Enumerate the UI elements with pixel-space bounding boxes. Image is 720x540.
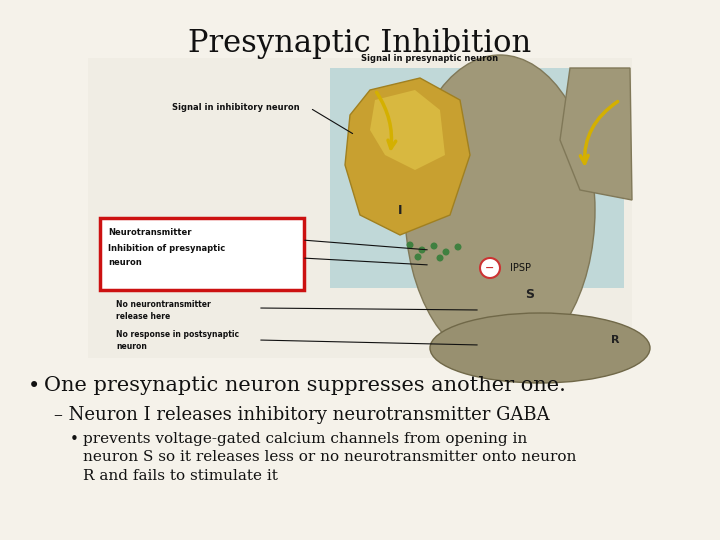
- Circle shape: [407, 241, 413, 248]
- Circle shape: [418, 246, 426, 253]
- Text: •: •: [28, 376, 40, 396]
- Text: One presynaptic neuron suppresses another one.: One presynaptic neuron suppresses anothe…: [44, 376, 566, 395]
- Polygon shape: [560, 68, 632, 200]
- Text: •: •: [70, 432, 79, 447]
- Text: release here: release here: [116, 312, 170, 321]
- Text: – Neuron I releases inhibitory neurotransmitter GABA: – Neuron I releases inhibitory neurotran…: [54, 406, 549, 424]
- Text: Neurotransmitter: Neurotransmitter: [108, 228, 192, 237]
- Text: IPSP: IPSP: [510, 263, 531, 273]
- FancyBboxPatch shape: [88, 58, 632, 358]
- Text: Signal in presynaptic neuron: Signal in presynaptic neuron: [361, 54, 498, 63]
- Circle shape: [480, 258, 500, 278]
- Text: prevents voltage-gated calcium channels from opening in
neuron S so it releases : prevents voltage-gated calcium channels …: [83, 432, 577, 483]
- Circle shape: [431, 242, 438, 249]
- Circle shape: [436, 254, 444, 261]
- Text: neuron: neuron: [116, 342, 147, 351]
- Circle shape: [443, 248, 449, 255]
- Text: I: I: [397, 204, 402, 217]
- Ellipse shape: [430, 313, 650, 383]
- FancyBboxPatch shape: [100, 218, 304, 290]
- Text: Presynaptic Inhibition: Presynaptic Inhibition: [189, 28, 531, 59]
- Polygon shape: [370, 90, 445, 170]
- Text: No response in postsynaptic: No response in postsynaptic: [116, 330, 239, 339]
- Text: −: −: [485, 263, 495, 273]
- Text: R: R: [611, 335, 619, 345]
- Text: Signal in inhibitory neuron: Signal in inhibitory neuron: [172, 104, 300, 112]
- Ellipse shape: [405, 55, 595, 365]
- Text: neuron: neuron: [108, 258, 142, 267]
- Text: Inhibition of presynaptic: Inhibition of presynaptic: [108, 244, 225, 253]
- Circle shape: [415, 253, 421, 260]
- Text: No neurontransmitter: No neurontransmitter: [116, 300, 211, 309]
- Circle shape: [454, 244, 462, 251]
- Text: S: S: [526, 288, 534, 301]
- FancyBboxPatch shape: [330, 68, 624, 288]
- Polygon shape: [345, 78, 470, 235]
